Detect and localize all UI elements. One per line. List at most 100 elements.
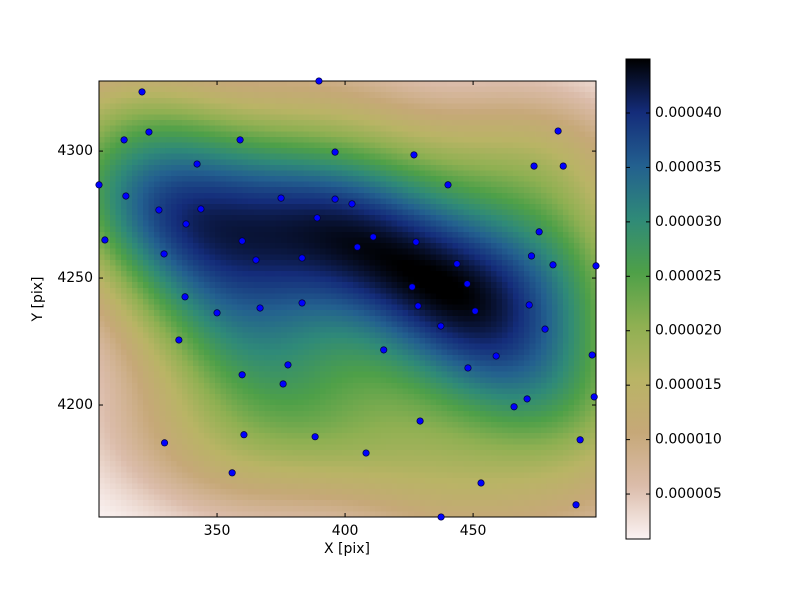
density-cell [408,326,415,334]
density-cell [402,159,409,166]
density-cell [181,148,188,155]
density-cell [270,254,277,261]
density-cell [121,142,128,149]
density-cell [369,377,376,384]
density-cell [419,203,426,211]
density-cell [192,321,199,328]
density-cell [170,215,177,222]
density-cell [187,108,194,116]
density-cell [441,321,448,328]
density-cell [248,159,255,166]
density-cell [203,231,211,239]
density-cell [170,271,177,278]
density-cell [187,371,194,378]
density-cell [330,170,338,177]
density-cell [181,360,188,367]
density-cell [557,276,564,283]
density-cell [513,148,520,155]
density-cell [397,159,404,166]
density-cell [314,338,321,345]
density-cell [551,203,558,211]
density-cell [143,299,150,306]
density-cell [319,310,327,317]
density-cell [187,265,194,272]
density-cell [159,92,166,99]
density-cell [275,86,282,93]
density-cell [187,304,194,311]
density-cell [264,248,271,255]
density-cell [535,164,542,172]
density-cell [110,338,117,345]
density-cell [358,159,365,166]
density-cell [507,321,514,328]
density-cell [375,299,382,306]
density-cell [99,164,106,172]
density-cell [165,125,172,132]
density-cell [121,382,128,390]
density-cell [198,315,205,322]
density-cell [319,349,327,356]
density-cell [143,114,150,121]
density-cell [380,377,387,384]
density-cell [568,315,575,322]
density-cell [524,271,531,278]
density-cell [209,92,216,99]
density-cell [430,282,437,289]
density-cell [424,125,431,132]
density-cell [303,343,310,350]
density-cell [330,248,338,255]
density-cell [540,237,547,244]
density-cell [468,86,476,93]
density-cell [397,315,404,322]
density-cell [579,243,586,250]
density-cell [435,276,442,283]
density-cell [330,237,338,244]
density-cell [551,148,558,155]
density-cell [430,243,437,250]
density-cell [463,203,470,211]
density-cell [264,326,271,334]
density-cell [336,108,343,116]
density-cell [496,114,503,121]
density-cell [375,153,382,160]
density-cell [143,164,150,172]
density-cell [176,259,183,267]
density-cell [535,276,542,283]
density-cell [281,148,288,155]
density-cell [281,153,288,160]
density-cell [237,170,244,177]
density-cell [242,81,249,88]
density-cell [132,159,139,166]
density-cell [441,215,448,222]
density-cell [126,97,133,104]
density-cell [336,248,343,255]
density-cell [535,198,542,205]
density-cell [110,360,117,367]
density-cell [468,332,476,339]
density-cell [121,265,128,272]
density-cell [248,271,255,278]
density-cell [452,203,459,211]
density-cell [308,215,315,222]
density-cell [281,97,288,104]
density-cell [551,360,558,367]
density-cell [115,231,122,239]
density-cell [474,271,481,278]
density-cell [121,114,128,121]
density-cell [303,148,310,155]
density-cell [557,366,564,373]
density-cell [468,103,476,110]
density-cell [386,176,393,183]
density-cell [468,371,476,378]
density-cell [375,354,382,362]
density-cell [402,304,409,311]
density-cell [242,108,249,116]
density-cell [441,349,448,356]
density-cell [424,366,431,373]
density-cell [187,192,194,199]
density-cell [557,360,564,367]
density-cell [496,203,503,211]
density-cell [468,315,476,322]
density-cell [562,198,569,205]
density-cell [126,209,133,216]
